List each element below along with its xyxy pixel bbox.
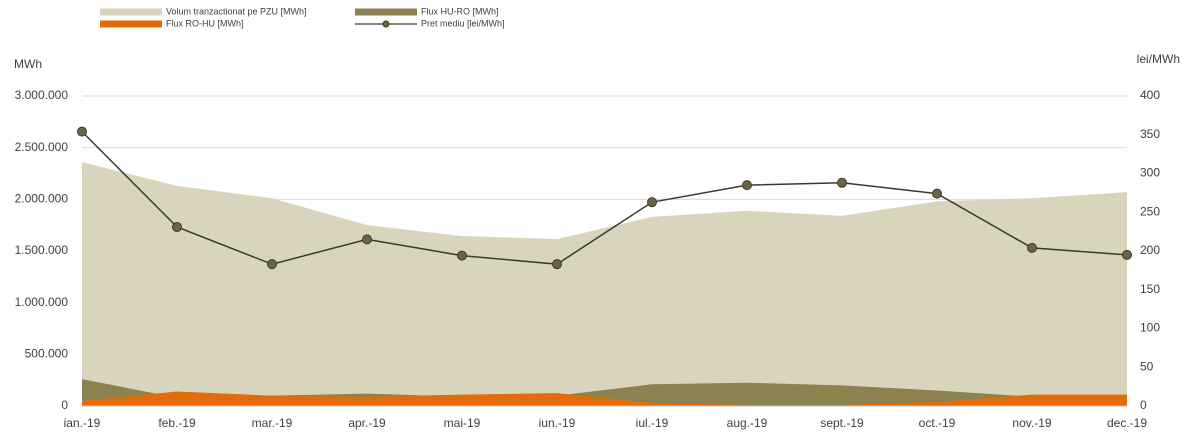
x-tick-label: oct.-19 [919, 416, 956, 430]
line [81, 131, 1128, 265]
y-axis-title: MWh [14, 57, 42, 71]
x-tick-label: mai-19 [444, 416, 481, 430]
marker [1027, 242, 1037, 253]
y2-tick-label: 300 [1140, 166, 1160, 180]
x-tick-label: iul.-19 [636, 416, 669, 430]
marker [267, 259, 277, 270]
marker [647, 197, 657, 208]
x-tick-label: feb.-19 [158, 416, 196, 430]
x-tick-label: sept.-19 [820, 416, 864, 430]
legend-label: Flux RO-HU [MWh] [166, 18, 244, 28]
marker [172, 221, 182, 232]
y2-tick-label: 350 [1140, 127, 1160, 141]
marker [362, 234, 372, 245]
x-tick-label: aug.-19 [727, 416, 768, 430]
y-tick-label: 3.000.000 [15, 88, 69, 102]
y2-tick-label: 150 [1140, 282, 1160, 296]
marker [552, 259, 562, 270]
marker [77, 126, 87, 137]
legend-label: Volum tranzactionat pe PZU [MWh] [166, 6, 307, 16]
x-tick-label: nov.-19 [1012, 416, 1051, 430]
y-tick-label: 2.500.000 [15, 140, 69, 154]
y2-tick-label: 200 [1140, 243, 1160, 257]
y-tick-label: 1.500.000 [15, 243, 69, 257]
marker [1122, 249, 1132, 260]
legend-label: Pret mediu [lei/MWh] [421, 18, 505, 28]
area [82, 391, 1127, 406]
legend-swatch [100, 8, 162, 16]
x-tick-label: iun.-19 [539, 416, 576, 430]
y2-tick-label: 250 [1140, 204, 1160, 218]
y-tick-label: 1.000.000 [15, 295, 69, 309]
legend-swatch [100, 20, 162, 28]
legend-swatch [355, 8, 417, 16]
legend-marker [382, 20, 390, 28]
marker [932, 188, 942, 199]
marker [837, 177, 847, 188]
y2-tick-label: 100 [1140, 321, 1160, 335]
x-tick-label: apr.-19 [348, 416, 386, 430]
marker [742, 180, 752, 191]
legend-label: Flux HU-RO [MWh] [421, 6, 499, 16]
y2-tick-label: 0 [1140, 398, 1147, 412]
marker [457, 250, 467, 261]
y-tick-label: 2.000.000 [15, 192, 69, 206]
y2-axis-title: lei/MWh [1137, 52, 1180, 66]
y2-tick-label: 400 [1140, 88, 1160, 102]
x-tick-label: mar.-19 [252, 416, 293, 430]
y-tick-label: 500.000 [25, 347, 69, 361]
y2-tick-label: 50 [1140, 359, 1154, 373]
x-tick-label: dec.-19 [1107, 416, 1147, 430]
x-tick-label: ian.-19 [64, 416, 101, 430]
y-tick-label: 0 [61, 398, 68, 412]
area [82, 162, 1127, 406]
